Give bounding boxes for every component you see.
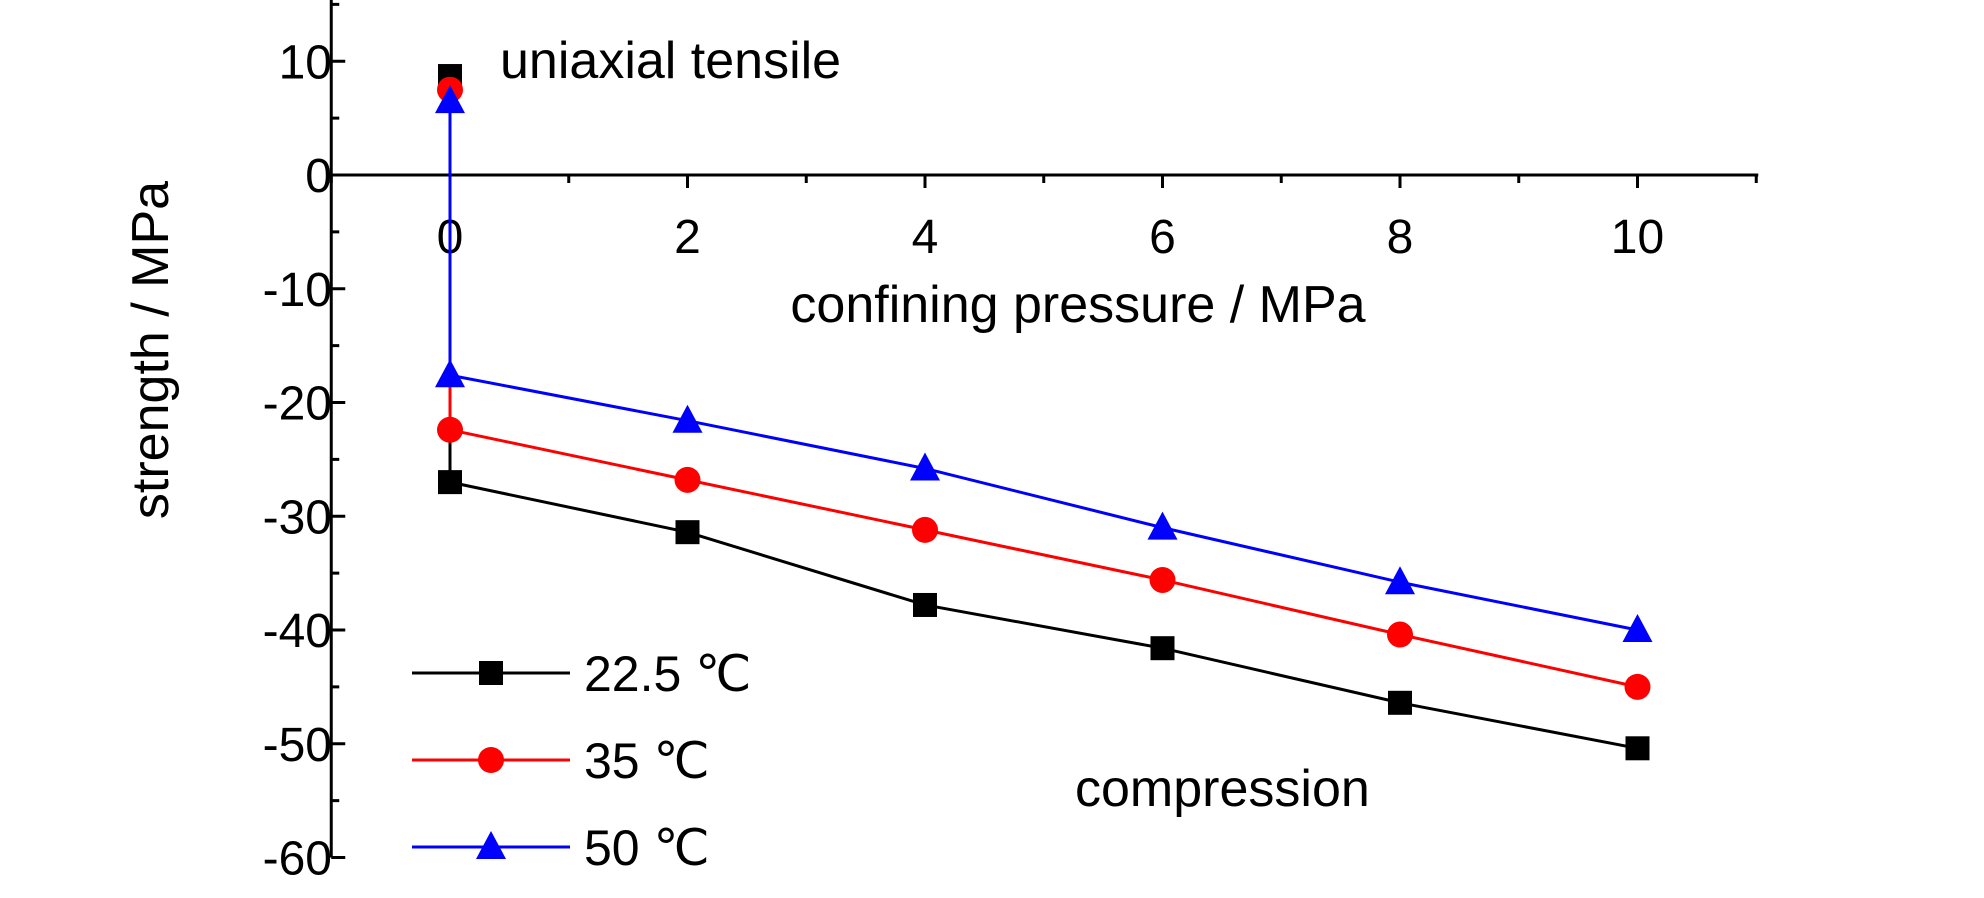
legend-item-circle: 35 ℃ xyxy=(412,733,710,789)
data-point xyxy=(1388,690,1412,715)
tensile-point xyxy=(435,85,465,114)
annotation-compression: compression xyxy=(1075,760,1370,818)
data-point xyxy=(672,404,703,433)
x-tick-label: 2 xyxy=(674,211,701,264)
data-point xyxy=(1387,621,1413,648)
legend-label: 22.5 ℃ xyxy=(584,646,751,702)
legend: 22.5 ℃ 35 ℃ 50 ℃ xyxy=(412,646,751,876)
x-tick-label: 6 xyxy=(1149,211,1176,264)
axes xyxy=(329,0,1759,859)
data-point xyxy=(1622,614,1653,642)
data-point xyxy=(437,416,463,443)
annotation-uniaxial-tensile: uniaxial tensile xyxy=(500,32,841,90)
y-tick-label: 0 xyxy=(305,150,332,203)
y-tick-label: -60 xyxy=(263,833,332,886)
legend-item-square: 22.5 ℃ xyxy=(412,646,751,702)
data-point xyxy=(1624,673,1651,700)
y-tick-label: -30 xyxy=(263,491,332,544)
data-point xyxy=(435,359,465,388)
y-tick-label: -20 xyxy=(263,378,332,431)
y-tick-label: 10 xyxy=(279,36,332,89)
x-tick-label: 4 xyxy=(912,211,939,264)
data-point xyxy=(1385,566,1415,595)
data-point xyxy=(675,520,700,545)
data-point xyxy=(912,516,938,543)
x-tick-label: 8 xyxy=(1387,211,1414,264)
data-point xyxy=(913,592,937,617)
data-point xyxy=(910,452,940,481)
legend-marker xyxy=(479,661,503,685)
data-point xyxy=(674,466,701,493)
series-circle xyxy=(437,76,1651,700)
x-tick-label: 10 xyxy=(1611,211,1664,264)
legend-marker xyxy=(478,747,504,773)
legend-item-triangle: 50 ℃ xyxy=(412,820,710,876)
y-tick-label: -10 xyxy=(263,264,332,317)
data-point xyxy=(1147,511,1178,540)
legend-label: 35 ℃ xyxy=(584,733,710,789)
data-point xyxy=(1150,636,1175,661)
y-tick-label: -50 xyxy=(263,719,332,772)
legend-marker xyxy=(476,831,506,859)
data-point xyxy=(438,470,462,495)
y-tick-label: -40 xyxy=(263,605,332,658)
series-triangle xyxy=(435,85,1653,642)
data-series xyxy=(435,64,1653,761)
data-point xyxy=(1625,736,1650,761)
legend-label: 50 ℃ xyxy=(584,820,710,876)
x-axis-title: confining pressure / MPa xyxy=(790,276,1365,334)
data-point xyxy=(1149,566,1176,593)
y-axis-title: strength / MPa xyxy=(122,181,180,519)
